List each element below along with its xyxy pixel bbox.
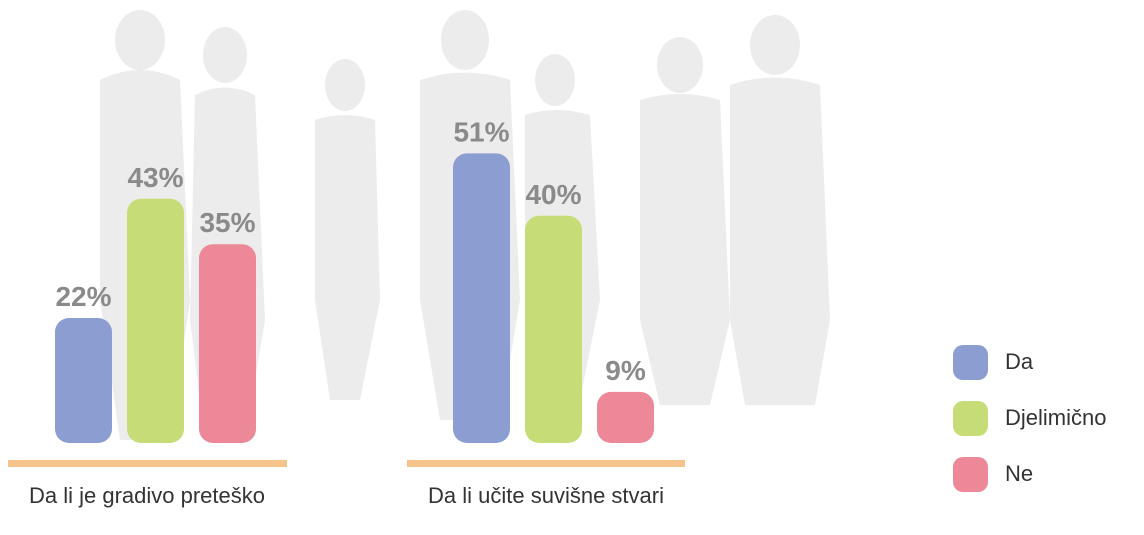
bar: [55, 318, 112, 443]
group-baseline: [8, 460, 287, 467]
infographic: 22% 43% 35% 51% 40% 9% Da Djelimično Ne Da li je…: [0, 0, 1144, 535]
bar: [525, 216, 582, 443]
legend-label: Da: [1005, 349, 1034, 374]
category-label: Da li je gradivo preteško: [27, 482, 267, 509]
legend-swatch: [953, 345, 988, 380]
category-label: Da li učite suvišne stvari: [426, 482, 666, 509]
value-label: 40%: [525, 179, 581, 210]
bar: [453, 153, 510, 443]
bar: [597, 392, 654, 443]
value-label: 43%: [127, 162, 183, 193]
group-baseline: [407, 460, 685, 467]
bar: [199, 244, 256, 443]
value-label: 51%: [453, 116, 509, 147]
bar: [127, 199, 184, 443]
value-label: 9%: [605, 355, 646, 386]
legend-label: Ne: [1005, 461, 1033, 486]
value-label: 35%: [199, 207, 255, 238]
chart: 22% 43% 35% 51% 40% 9% Da Djelimično Ne: [0, 0, 1144, 535]
legend-swatch: [953, 457, 988, 492]
value-label: 22%: [55, 281, 111, 312]
legend-swatch: [953, 401, 988, 436]
legend-label: Djelimično: [1005, 405, 1106, 430]
